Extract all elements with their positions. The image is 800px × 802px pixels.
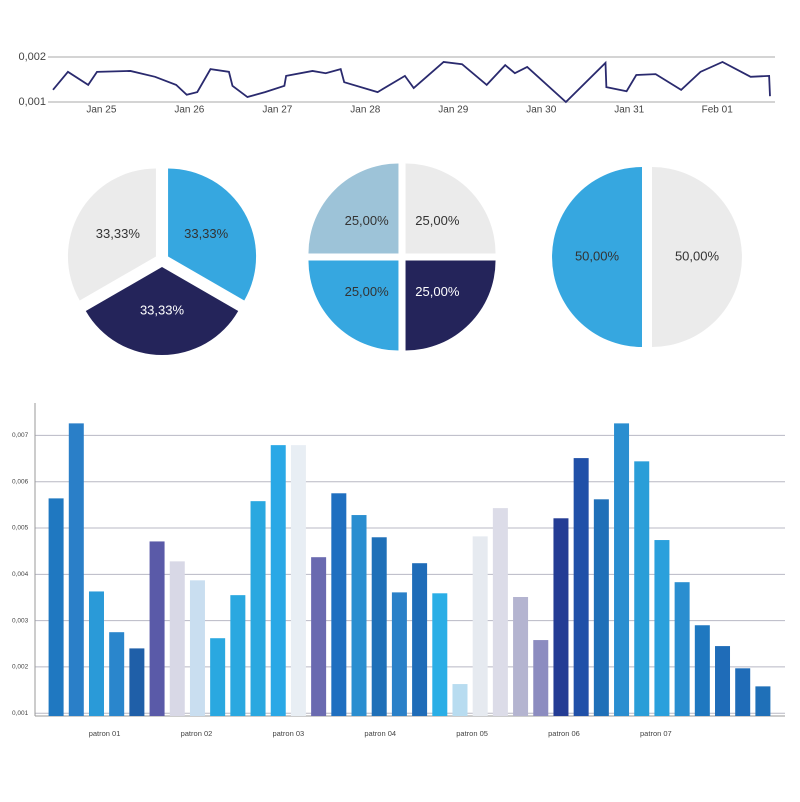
pie-slice xyxy=(67,168,156,301)
x-tick-label: patron 06 xyxy=(548,729,580,738)
y-tick-label: 0,002 xyxy=(18,51,46,63)
bar xyxy=(533,640,549,716)
pie-slice xyxy=(168,168,257,301)
bar xyxy=(492,508,508,716)
bar xyxy=(129,648,145,716)
pie-slice xyxy=(405,260,496,351)
bar xyxy=(654,540,670,716)
pie-slice xyxy=(552,167,642,347)
x-tick-label: patron 04 xyxy=(364,729,396,738)
bar xyxy=(755,686,771,716)
bar xyxy=(412,563,428,716)
bar xyxy=(230,595,246,716)
slice-label: 25,00% xyxy=(415,284,460,299)
x-tick-label: patron 07 xyxy=(640,729,672,738)
x-tick-label: Jan 26 xyxy=(174,105,204,116)
slice-label: 25,00% xyxy=(345,213,390,228)
x-tick-label: Jan 25 xyxy=(86,105,116,116)
bar xyxy=(674,582,690,716)
x-tick-label: Feb 01 xyxy=(702,105,734,116)
pie-slice xyxy=(405,163,496,254)
bar xyxy=(432,593,448,716)
pie-slice xyxy=(85,267,239,355)
x-tick-label: patron 02 xyxy=(181,729,213,738)
slice-label: 50,00% xyxy=(675,248,720,263)
y-tick-label: 0,007 xyxy=(12,432,29,439)
bar xyxy=(270,445,286,716)
bar xyxy=(250,501,266,716)
bar xyxy=(351,515,367,716)
bar xyxy=(391,592,407,716)
slice-label: 33,33% xyxy=(96,226,141,241)
bar xyxy=(735,668,751,716)
bar xyxy=(694,625,710,716)
bar xyxy=(513,597,529,716)
x-tick-label: Jan 31 xyxy=(614,105,644,116)
bar xyxy=(452,684,468,716)
pie-slice xyxy=(652,167,742,347)
bar xyxy=(189,580,205,716)
x-tick-label: Jan 29 xyxy=(438,105,468,116)
x-tick-label: patron 03 xyxy=(272,729,304,738)
y-tick-label: 0,001 xyxy=(12,710,29,717)
y-tick-label: 0,006 xyxy=(12,478,29,485)
bar xyxy=(48,498,64,716)
x-tick-label: Jan 28 xyxy=(350,105,380,116)
pie-slice xyxy=(308,163,399,254)
bar xyxy=(290,445,306,716)
x-tick-label: Jan 27 xyxy=(262,105,292,116)
slice-label: 50,00% xyxy=(575,248,620,263)
slice-label: 25,00% xyxy=(415,213,460,228)
bar xyxy=(715,646,731,716)
line-series xyxy=(52,60,771,104)
bar xyxy=(149,541,165,716)
bar xyxy=(88,591,104,716)
slice-label: 33,33% xyxy=(184,226,229,241)
y-tick-label: 0,003 xyxy=(12,617,29,624)
bar xyxy=(593,499,609,716)
bar xyxy=(68,423,84,716)
x-tick-label: Jan 30 xyxy=(526,105,556,116)
bar xyxy=(371,537,387,716)
y-tick-label: 0,002 xyxy=(12,664,29,671)
slice-label: 25,00% xyxy=(345,284,390,299)
bar xyxy=(573,458,589,716)
x-tick-label: patron 01 xyxy=(89,729,121,738)
bar xyxy=(311,557,327,716)
bar xyxy=(472,536,488,716)
y-tick-label: 0,004 xyxy=(12,571,29,578)
bar xyxy=(169,561,185,716)
bar xyxy=(109,632,125,716)
x-tick-label: patron 05 xyxy=(456,729,488,738)
bar xyxy=(331,493,347,716)
bar xyxy=(210,638,226,716)
bar xyxy=(614,423,630,716)
bar xyxy=(634,461,650,716)
bar xyxy=(553,518,569,716)
slice-label: 33,33% xyxy=(140,302,185,317)
pie-slice xyxy=(308,260,399,351)
y-tick-label: 0,005 xyxy=(12,525,29,532)
y-tick-label: 0,001 xyxy=(18,96,46,108)
